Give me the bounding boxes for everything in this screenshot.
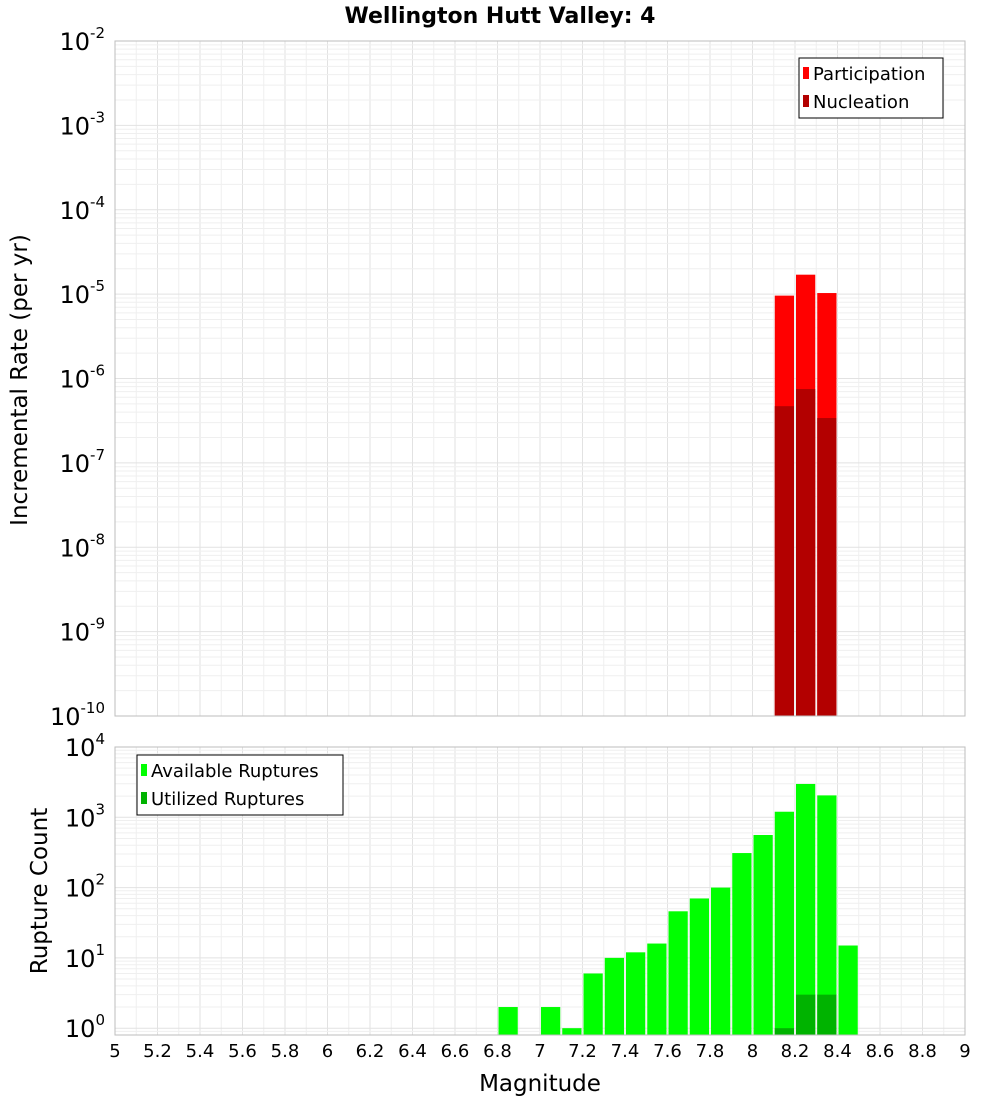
y-tick-label: 10-2: [59, 24, 105, 56]
x-tick-label: 5.6: [228, 1041, 257, 1062]
y-tick-label: 10-3: [59, 108, 105, 140]
plot-border: [114, 40, 966, 717]
bar-available-ruptures: [562, 1028, 582, 1035]
x-tick-label: 7: [534, 1041, 545, 1062]
x-tick-label: 8.2: [781, 1041, 810, 1062]
x-tick-label: 6: [322, 1041, 333, 1062]
bar-available-ruptures: [711, 887, 731, 1035]
x-tick-label: 5.4: [186, 1041, 215, 1062]
y-tick-label: 10-4: [59, 193, 105, 225]
legend-swatch: [141, 792, 147, 804]
x-tick-label: 7.6: [653, 1041, 682, 1062]
bar-nucleation: [796, 389, 816, 716]
x-tick-label: 8: [747, 1041, 758, 1062]
legend-box: [798, 57, 944, 119]
bar-utilized-ruptures: [774, 1028, 794, 1035]
x-tick-label: 6.4: [398, 1041, 427, 1062]
bar-available-ruptures: [668, 911, 688, 1035]
legend-label: Utilized Ruptures: [151, 789, 304, 810]
y-tick-label: 10-7: [59, 446, 105, 478]
bar-available-ruptures: [647, 943, 667, 1035]
bar-utilized-ruptures: [796, 994, 816, 1035]
bar-available-ruptures: [604, 957, 624, 1035]
y-tick-label: 10-5: [59, 277, 105, 309]
y-tick-label: 102: [65, 871, 105, 903]
bar-available-ruptures: [732, 853, 752, 1035]
chart-panel-0: 10-2 10-3 10-4 10-5 10-6 10-7 10-8 10-9 10-10 Par…: [50, 24, 966, 731]
legend-label: Nucleation: [813, 92, 909, 113]
bottom-y-axis-label: Rupture Count: [27, 808, 53, 974]
y-tick-label: 10-6: [59, 362, 105, 394]
legend: Available Ruptures Utilized Ruptures: [136, 754, 344, 816]
plot-border: [114, 746, 966, 1036]
x-tick-label: 6.2: [356, 1041, 385, 1062]
bar-available-ruptures: [838, 945, 858, 1035]
y-tick-label: 10-9: [59, 615, 105, 647]
legend: Participation Nucleation: [798, 57, 944, 119]
chart-title: Wellington Hutt Valley: 4: [345, 4, 656, 29]
x-tick-label: 8.4: [823, 1041, 852, 1062]
bar-available-ruptures: [498, 1007, 518, 1035]
bar-available-ruptures: [774, 811, 794, 1035]
y-tick-label: 100: [65, 1011, 105, 1043]
x-tick-label: 6.8: [483, 1041, 512, 1062]
legend-swatch: [803, 95, 809, 107]
y-tick-label: 104: [65, 730, 105, 762]
x-tick-label: 7.8: [696, 1041, 725, 1062]
bar-available-ruptures: [689, 898, 709, 1035]
x-tick-label: 8.8: [908, 1041, 937, 1062]
legend-box: [136, 754, 344, 816]
x-tick-label: 5.8: [271, 1041, 300, 1062]
x-tick-label: 5.2: [143, 1041, 172, 1062]
y-tick-label: 10-10: [50, 699, 105, 731]
bar-available-ruptures: [583, 973, 603, 1035]
x-tick-label: 6.6: [441, 1041, 470, 1062]
bar-available-ruptures: [541, 1007, 561, 1035]
bar-utilized-ruptures: [817, 994, 837, 1035]
x-tick-label: 8.6: [866, 1041, 895, 1062]
y-tick-label: 103: [65, 800, 105, 832]
legend-swatch: [141, 764, 147, 776]
x-tick-label: 5: [109, 1041, 120, 1062]
bar-nucleation: [817, 418, 837, 716]
x-tick-label: 9: [959, 1041, 970, 1062]
legend-swatch: [803, 67, 809, 79]
x-axis-label: Magnitude: [479, 1071, 601, 1097]
x-tick-label: 7.4: [611, 1041, 640, 1062]
legend-label: Participation: [813, 64, 925, 85]
bar-available-ruptures: [626, 952, 646, 1035]
y-tick-label: 101: [65, 941, 105, 973]
bar-available-ruptures: [796, 783, 816, 1035]
x-tick-label: 7.2: [568, 1041, 597, 1062]
legend-label: Available Ruptures: [151, 761, 319, 782]
bar-available-ruptures: [817, 795, 837, 1035]
bar-nucleation: [774, 406, 794, 716]
top-y-axis-label: Incremental Rate (per yr): [7, 234, 33, 526]
y-tick-label: 10-8: [59, 530, 105, 562]
bar-available-ruptures: [753, 834, 773, 1035]
